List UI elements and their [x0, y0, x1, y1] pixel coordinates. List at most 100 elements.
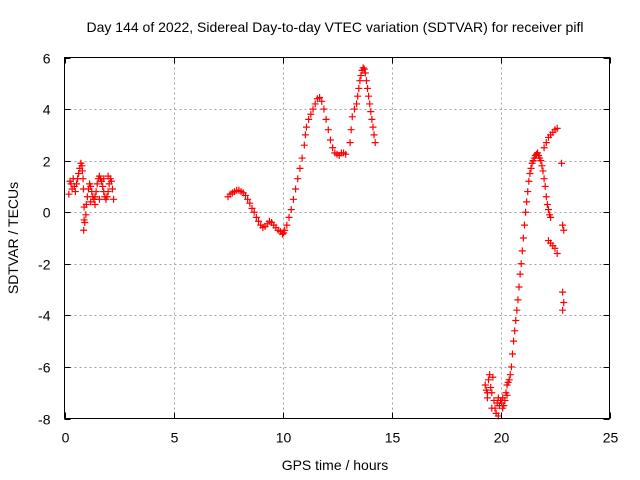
data-point	[78, 167, 86, 175]
y-tick-label: -2	[38, 257, 51, 273]
data-point	[300, 141, 308, 149]
data-point	[289, 195, 297, 203]
plot-frame	[64, 57, 610, 419]
data-point	[518, 247, 526, 255]
y-tick-label: -4	[38, 308, 51, 324]
data-point	[508, 350, 516, 358]
y-tick-label: 6	[43, 51, 51, 67]
data-point	[296, 164, 304, 172]
data-point	[539, 167, 547, 175]
data-point	[558, 159, 566, 167]
data-point	[71, 188, 79, 196]
data-point	[481, 381, 489, 389]
data-point	[100, 175, 108, 183]
data-point	[543, 200, 551, 208]
data-point	[517, 260, 525, 268]
data-point	[104, 172, 112, 180]
data-point	[507, 363, 515, 371]
data-point	[489, 373, 497, 381]
data-point	[107, 177, 115, 185]
data-point	[361, 69, 369, 77]
data-point	[371, 139, 379, 147]
data-point	[320, 105, 328, 113]
data-point	[367, 108, 375, 116]
data-point	[82, 211, 90, 219]
data-point	[540, 175, 548, 183]
data-point	[365, 92, 373, 100]
data-point	[488, 404, 496, 412]
data-point	[506, 371, 514, 379]
data-point	[516, 270, 524, 278]
y-tick-labels: -8 -6 -4 -2 0 2 4 6	[38, 51, 51, 428]
data-point	[329, 144, 337, 152]
data-point	[302, 123, 310, 131]
data-point	[82, 200, 90, 208]
data-point	[91, 200, 99, 208]
data-point	[542, 193, 550, 201]
data-point	[559, 288, 567, 296]
data-point	[65, 190, 73, 198]
data-point	[353, 100, 361, 108]
data-point	[252, 213, 260, 221]
x-tick-label: 5	[171, 430, 179, 446]
data-point	[298, 154, 306, 162]
data-point	[560, 226, 568, 234]
data-point	[354, 92, 362, 100]
data-point	[81, 219, 89, 227]
data-point	[547, 213, 555, 221]
data-point	[301, 131, 309, 139]
data-point	[316, 93, 324, 101]
x-tick-label: 20	[494, 430, 510, 446]
data-point	[307, 110, 315, 118]
data-point	[255, 217, 263, 225]
data-point	[541, 182, 549, 190]
y-tick-label: 0	[43, 205, 51, 221]
data-point	[287, 206, 295, 214]
data-point	[80, 226, 88, 234]
data-point	[108, 185, 116, 193]
data-point	[559, 306, 567, 314]
data-point	[346, 139, 354, 147]
data-point	[503, 391, 511, 399]
data-point	[342, 150, 350, 158]
chart-title: Day 144 of 2022, Sidereal Day-to-day VTE…	[87, 19, 584, 35]
data-point	[520, 221, 528, 229]
data-point	[362, 77, 370, 85]
data-point	[246, 199, 254, 207]
x-tick-label: 10	[276, 430, 292, 446]
axis-ticks	[64, 57, 611, 420]
data-point	[99, 182, 107, 190]
data-point	[348, 113, 356, 121]
y-axis-label: SDTVAR / TECUs	[5, 182, 21, 294]
data-point	[91, 193, 99, 201]
data-point	[368, 115, 376, 123]
y-tick-label: -8	[38, 412, 51, 428]
data-point	[540, 144, 548, 152]
data-point	[92, 188, 100, 196]
y-tick-label: 4	[43, 102, 51, 118]
data-point	[87, 198, 95, 206]
data-point	[505, 376, 513, 384]
data-point	[560, 298, 568, 306]
data-point	[285, 213, 293, 221]
data-point	[526, 170, 534, 178]
grid-lines	[64, 57, 610, 419]
data-point	[515, 283, 523, 291]
data-point	[311, 100, 319, 108]
data-point	[350, 105, 358, 113]
data-point	[93, 180, 101, 188]
data-point	[483, 389, 491, 397]
data-point	[542, 139, 550, 147]
data-point	[525, 177, 533, 185]
data-point	[544, 206, 552, 214]
data-point	[487, 384, 495, 392]
data-point	[279, 230, 286, 238]
data-point	[524, 188, 532, 196]
x-tick-label: 25	[603, 430, 619, 446]
data-point	[553, 124, 561, 132]
data-point	[359, 64, 367, 72]
data-point	[355, 84, 363, 92]
x-tick-label: 0	[62, 430, 70, 446]
data-point	[360, 65, 368, 73]
